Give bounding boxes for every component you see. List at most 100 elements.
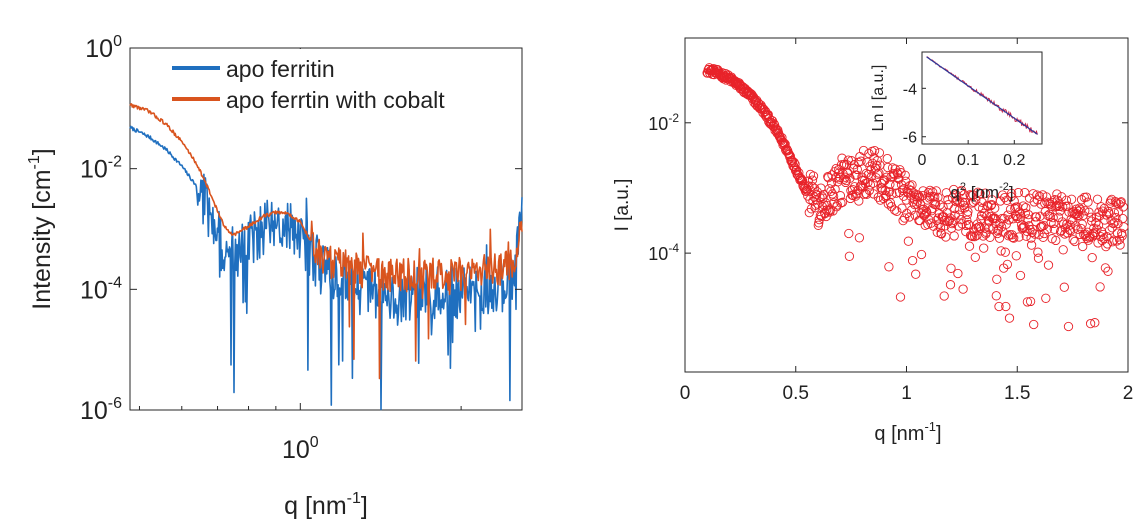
scatter-point <box>1058 245 1068 255</box>
scatter-point <box>1108 218 1118 229</box>
inset-y-tick-label: -6 <box>903 130 917 147</box>
scatter-point <box>1090 318 1100 328</box>
scatter-point <box>1024 221 1034 231</box>
scatter-point <box>844 251 855 261</box>
scatter-point <box>999 263 1009 273</box>
series-line-apo-ferritin <box>129 125 523 411</box>
left-legend: apo ferritin apo ferrtin with cobalt <box>158 49 521 115</box>
scatter-point <box>945 280 956 290</box>
scatter-point <box>854 196 864 206</box>
inset-x-axis-label: q2 [nm-2] <box>950 181 1013 202</box>
scatter-point <box>974 221 985 232</box>
scatter-point <box>797 175 807 185</box>
inset-x-tick-label: 0.1 <box>957 152 979 169</box>
scatter-point <box>885 179 895 190</box>
right-x-tick-label: 0.5 <box>783 383 809 404</box>
scatter-point <box>837 197 848 207</box>
scatter-point <box>1074 210 1084 220</box>
scatter-point <box>1048 197 1058 208</box>
scatter-point <box>1065 226 1076 236</box>
scatter-point <box>1080 206 1090 216</box>
scatter-point <box>843 155 853 165</box>
scatter-point <box>837 153 847 163</box>
left-series-group <box>129 103 523 411</box>
scatter-point <box>1076 195 1087 205</box>
scatter-point <box>924 215 934 225</box>
scatter-point <box>977 203 988 214</box>
scatter-point <box>1081 192 1092 202</box>
right-chart: 0 0.5 1 1.5 2 10-2 10-4 q [nm-1] I [a.u.] 0 0.1… <box>612 37 1133 445</box>
inset-ticks-group: 0 0.1 0.2 -4 -6 <box>903 81 1026 169</box>
scatter-point <box>881 190 891 201</box>
scatter-point <box>1009 196 1019 206</box>
scatter-point <box>900 213 910 223</box>
scatter-point <box>1059 282 1069 292</box>
scatter-point <box>865 161 875 172</box>
scatter-point <box>1111 212 1121 223</box>
scatter-point <box>885 198 896 208</box>
scatter-point <box>996 246 1006 256</box>
scatter-point <box>980 188 990 198</box>
scatter-point <box>818 193 828 203</box>
scatter-point <box>925 185 935 196</box>
scatter-point <box>814 218 824 228</box>
scatter-point <box>936 228 946 238</box>
scatter-point <box>1078 241 1088 252</box>
scatter-point <box>1061 195 1072 205</box>
scatter-point <box>904 212 915 222</box>
scatter-point <box>1066 194 1077 204</box>
scatter-point <box>884 262 894 272</box>
scatter-point <box>874 148 885 158</box>
right-y-tick-label: 10-2 <box>648 111 679 134</box>
right-y-axis-label: I [a.u.] <box>612 179 633 232</box>
scatter-point <box>1007 232 1018 243</box>
scatter-point <box>1103 266 1113 276</box>
scatter-point <box>852 170 862 180</box>
scatter-point <box>1032 190 1042 200</box>
scatter-point <box>1101 241 1111 252</box>
series-line-apo-ferrtin-with-cobalt <box>129 103 523 380</box>
scatter-point <box>958 284 968 294</box>
scatter-point <box>1041 192 1052 202</box>
scatter-point <box>1038 232 1048 242</box>
scatter-point <box>1112 228 1123 238</box>
scatter-point <box>1084 207 1094 217</box>
scatter-point <box>1100 263 1111 273</box>
scatter-point <box>1070 236 1080 247</box>
scatter-point <box>883 162 893 173</box>
scatter-point <box>873 169 883 179</box>
scatter-point <box>984 223 994 233</box>
scatter-point <box>925 191 936 202</box>
scatter-point <box>1000 247 1010 257</box>
scatter-point <box>1051 235 1061 246</box>
scatter-point <box>1041 293 1051 303</box>
scatter-point <box>1060 223 1070 233</box>
scatter-point <box>895 292 906 302</box>
left-legend-box <box>158 49 521 115</box>
scatter-point <box>1003 231 1014 241</box>
scatter-point <box>1004 313 1015 323</box>
scatter-point <box>962 209 973 220</box>
scatter-point <box>854 233 865 243</box>
scatter-point <box>828 191 839 202</box>
scatter-point <box>867 158 878 168</box>
left-y-tick-label: 10-6 <box>80 395 122 425</box>
scatter-point <box>866 171 877 182</box>
scatter-point <box>1004 215 1014 225</box>
scatter-point <box>835 172 845 182</box>
scatter-point <box>968 190 978 200</box>
scatter-point <box>957 219 967 229</box>
scatter-point <box>869 145 880 156</box>
scatter-point <box>1056 192 1067 202</box>
inset-series-group <box>926 56 1038 135</box>
legend-label-apo-ferritin: apo ferritin <box>226 56 335 82</box>
scatter-point <box>1087 252 1097 263</box>
scatter-point <box>947 218 957 229</box>
scatter-point <box>992 274 1002 284</box>
scatter-point <box>807 181 817 191</box>
scatter-point <box>780 139 790 149</box>
scatter-point <box>931 186 941 196</box>
right-series-group <box>702 63 1129 332</box>
scatter-point <box>1015 270 1026 281</box>
